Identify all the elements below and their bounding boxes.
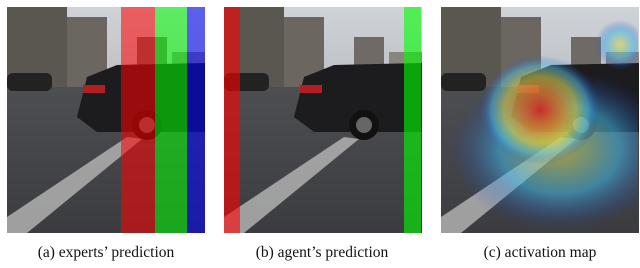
- figure: (a) experts’ prediction (b) agent’s pred…: [0, 0, 640, 268]
- blue-band: [187, 7, 205, 233]
- heat-core: [480, 55, 600, 165]
- caption: (a) experts’ prediction: [38, 244, 175, 261]
- red-band: [121, 7, 155, 233]
- green-band: [155, 7, 187, 233]
- red-band: [224, 7, 240, 233]
- green-band: [404, 7, 421, 233]
- caption: (c) activation map: [484, 244, 597, 261]
- caption: (b) agent’s prediction: [256, 244, 389, 261]
- photo: [224, 7, 422, 233]
